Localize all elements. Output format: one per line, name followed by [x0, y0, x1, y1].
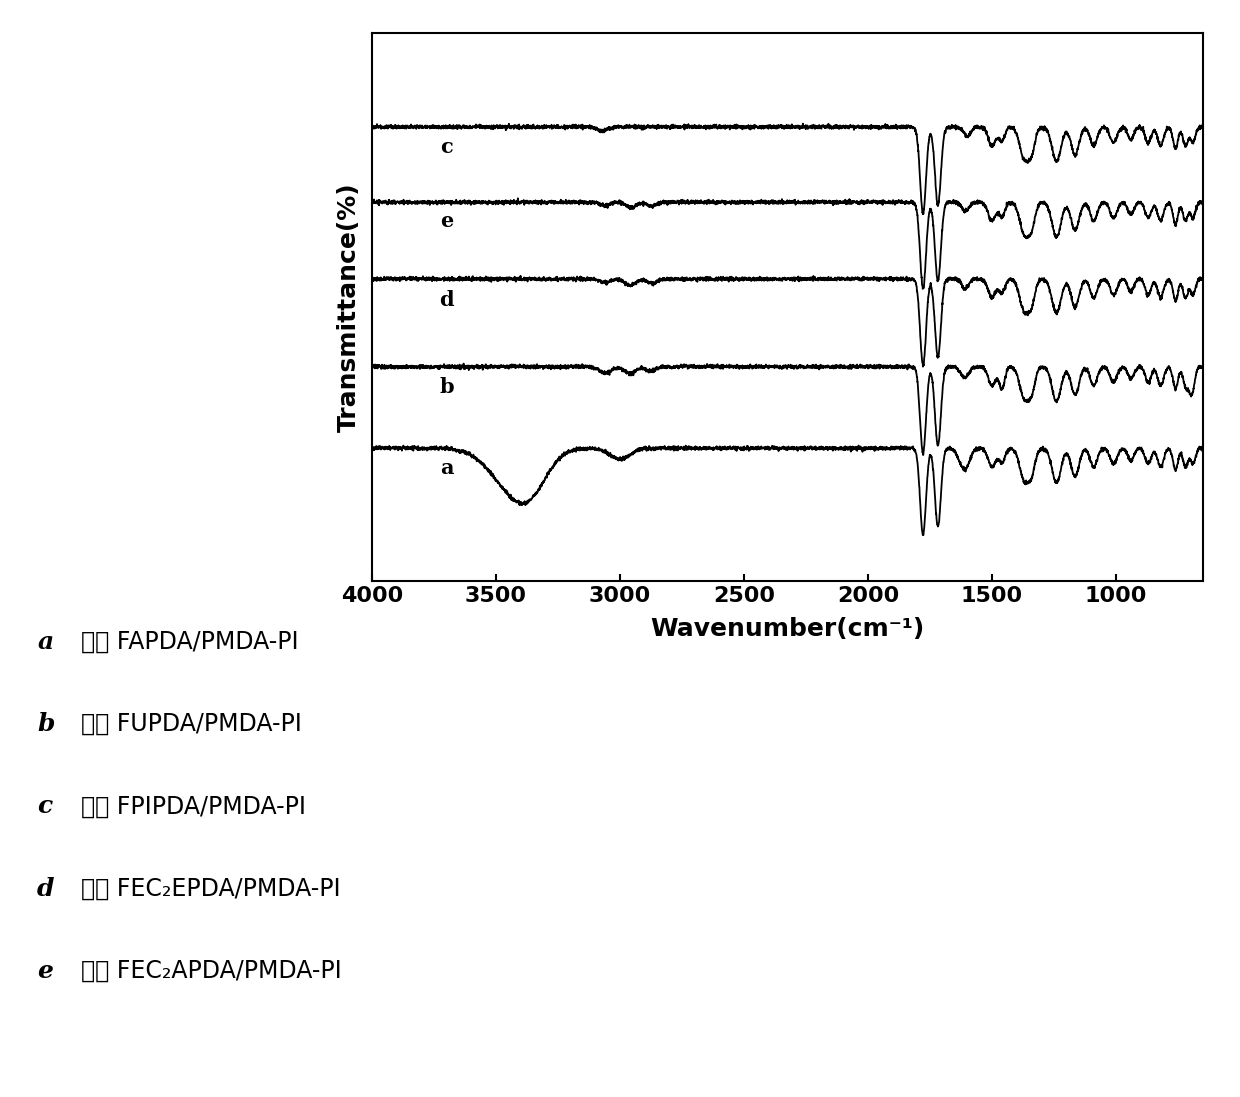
Text: 对应 FAPDA/PMDA-PI: 对应 FAPDA/PMDA-PI — [81, 630, 299, 654]
Text: b: b — [37, 712, 55, 736]
Text: a: a — [440, 457, 453, 478]
Text: 对应 FPIPDA/PMDA-PI: 对应 FPIPDA/PMDA-PI — [81, 794, 305, 818]
Text: e: e — [440, 211, 453, 230]
Text: c: c — [440, 137, 453, 157]
Text: 对应 FEC₂EPDA/PMDA-PI: 对应 FEC₂EPDA/PMDA-PI — [81, 877, 340, 901]
Text: b: b — [439, 377, 454, 397]
Text: 对应 FEC₂APDA/PMDA-PI: 对应 FEC₂APDA/PMDA-PI — [81, 959, 341, 983]
Text: 对应 FUPDA/PMDA-PI: 对应 FUPDA/PMDA-PI — [81, 712, 301, 736]
X-axis label: Wavenumber(cm⁻¹): Wavenumber(cm⁻¹) — [650, 618, 925, 642]
Text: a: a — [37, 630, 53, 654]
Text: d: d — [37, 877, 55, 901]
Y-axis label: Transmittance(%): Transmittance(%) — [337, 182, 361, 432]
Text: c: c — [37, 794, 52, 818]
Text: d: d — [439, 290, 454, 309]
Text: e: e — [37, 959, 53, 983]
